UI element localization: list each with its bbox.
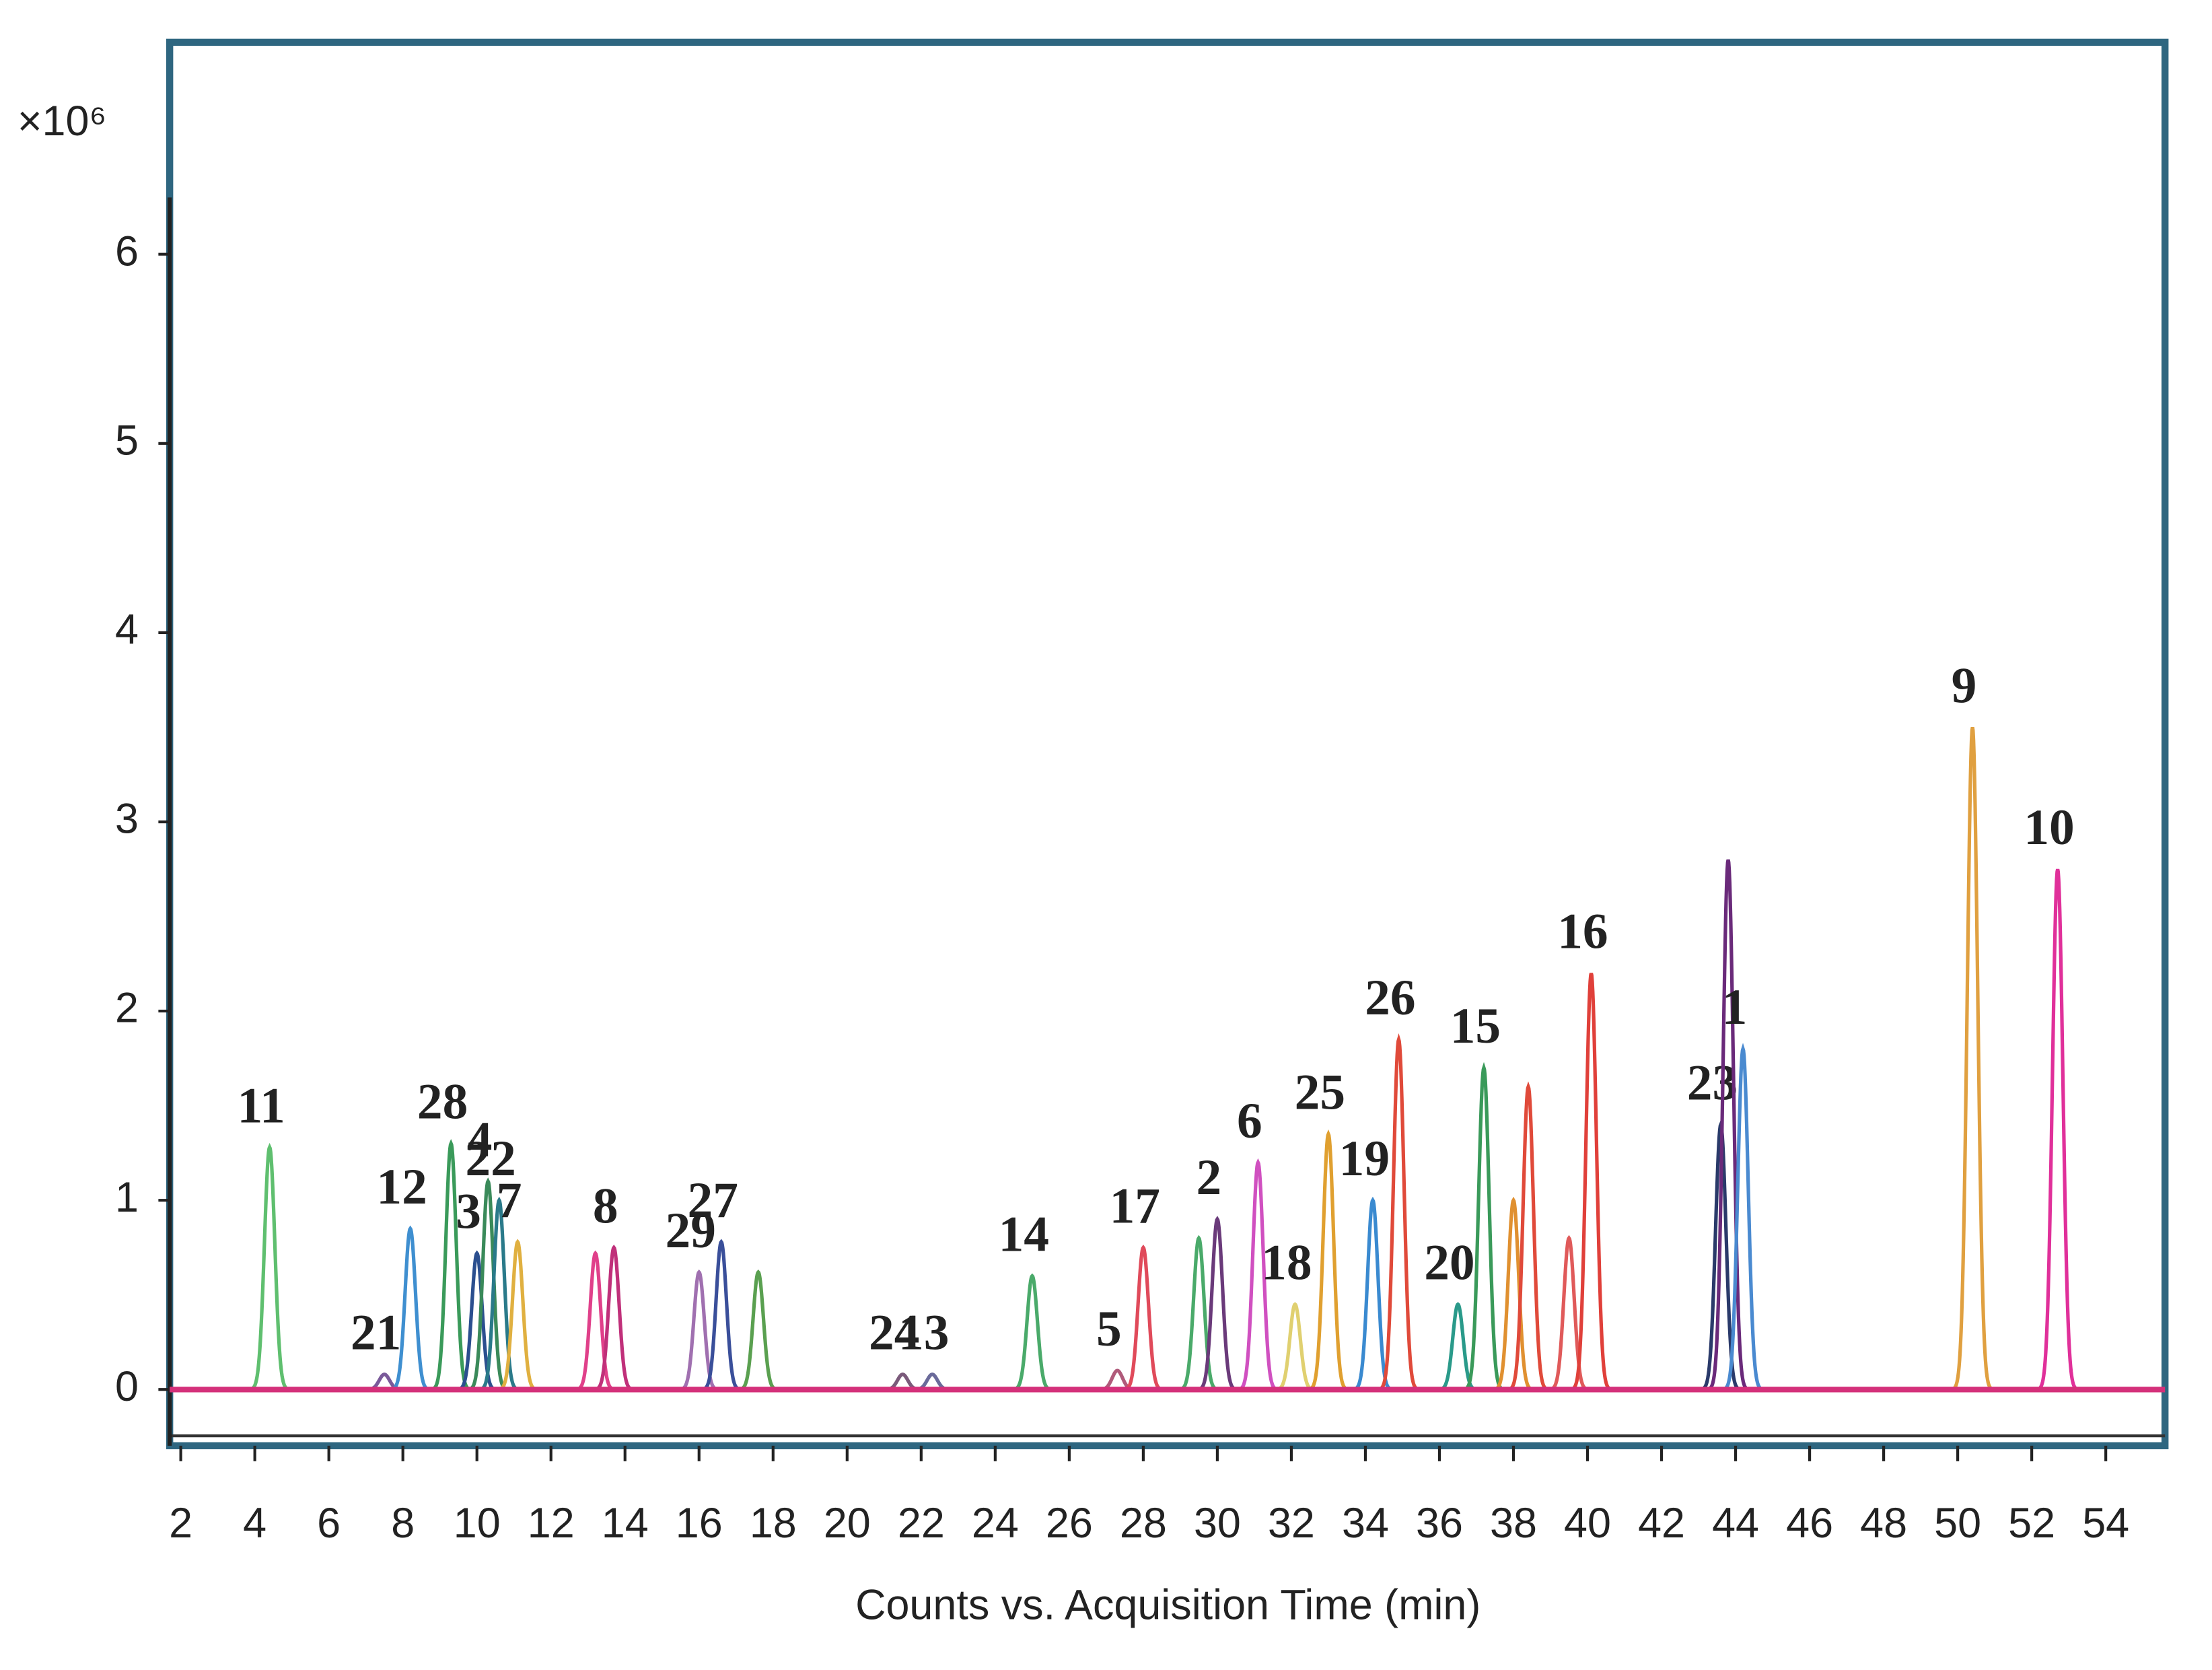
x-tick-label: 4 bbox=[243, 1500, 266, 1547]
y-tick-label: 2 bbox=[115, 985, 139, 1032]
x-tick-label: 44 bbox=[1712, 1500, 1759, 1547]
peak-label: 28 bbox=[417, 1074, 468, 1130]
x-axis-label: Counts vs. Acquisition Time (min) bbox=[855, 1581, 1480, 1628]
y-tick-label: 6 bbox=[115, 228, 139, 275]
peak bbox=[1951, 727, 1994, 1391]
x-tick-label: 50 bbox=[1934, 1500, 1981, 1547]
x-tick-label: 10 bbox=[454, 1500, 501, 1547]
x-tick-label: 34 bbox=[1342, 1500, 1389, 1547]
x-tick-label: 18 bbox=[750, 1500, 797, 1547]
x-tick-label: 16 bbox=[676, 1500, 723, 1547]
x-tick-label: 52 bbox=[2008, 1500, 2055, 1547]
peak bbox=[1570, 973, 1612, 1391]
x-tick-label: 20 bbox=[824, 1500, 871, 1547]
peak-label: 9 bbox=[1952, 658, 1977, 714]
peak-label: 12 bbox=[376, 1159, 427, 1215]
peak bbox=[467, 1177, 509, 1391]
peak-label: 19 bbox=[1339, 1131, 1390, 1187]
peak-label: 11 bbox=[237, 1078, 285, 1134]
peak bbox=[1274, 1302, 1316, 1391]
x-tick-label: 38 bbox=[1490, 1500, 1537, 1547]
y-tick-label: 3 bbox=[115, 796, 139, 843]
x-tick-label: 36 bbox=[1416, 1500, 1463, 1547]
peak-label: 29 bbox=[665, 1203, 715, 1259]
x-tick-label: 14 bbox=[602, 1500, 649, 1547]
peak-label: 22 bbox=[465, 1131, 515, 1187]
y-tick-label: 4 bbox=[115, 606, 139, 653]
peak bbox=[1378, 1033, 1420, 1391]
x-tick-label: 26 bbox=[1046, 1500, 1093, 1547]
peak bbox=[574, 1250, 616, 1391]
peak bbox=[593, 1245, 635, 1391]
peak-label: 25 bbox=[1295, 1065, 1345, 1121]
peak bbox=[1352, 1196, 1394, 1391]
peak bbox=[478, 1196, 520, 1391]
x-tick-label: 6 bbox=[317, 1500, 341, 1547]
y-tick-label: 5 bbox=[115, 417, 139, 464]
peak bbox=[1178, 1234, 1220, 1391]
peak bbox=[1196, 1216, 1238, 1391]
peak-label: 7 bbox=[497, 1173, 522, 1228]
peak bbox=[1507, 1081, 1550, 1391]
peak-label: 26 bbox=[1365, 970, 1415, 1026]
peak bbox=[1011, 1273, 1053, 1391]
peak-label: 10 bbox=[2024, 800, 2074, 856]
peak bbox=[1707, 859, 1750, 1391]
x-tick-label: 42 bbox=[1638, 1500, 1685, 1547]
peak bbox=[678, 1269, 720, 1391]
peak-label: 3 bbox=[456, 1184, 481, 1240]
peak bbox=[1462, 1062, 1505, 1391]
peak-label: 6 bbox=[1237, 1093, 1262, 1149]
peak bbox=[1122, 1244, 1164, 1391]
x-tick-label: 22 bbox=[898, 1500, 945, 1547]
peak bbox=[1237, 1158, 1279, 1391]
y-tick-label: 0 bbox=[115, 1363, 139, 1410]
peak-label: 15 bbox=[1450, 998, 1501, 1054]
x-tick-label: 48 bbox=[1860, 1500, 1907, 1547]
x-tick-label: 46 bbox=[1786, 1500, 1833, 1547]
x-tick-label: 8 bbox=[391, 1500, 415, 1547]
peak bbox=[1493, 1196, 1534, 1391]
y-multiplier: ×10⁶ bbox=[17, 98, 107, 145]
x-tick-label: 30 bbox=[1194, 1500, 1241, 1547]
peak-label: 21 bbox=[351, 1305, 401, 1361]
peak-label: 16 bbox=[1557, 904, 1608, 960]
peak bbox=[456, 1250, 498, 1391]
peak bbox=[1307, 1129, 1349, 1391]
peak bbox=[737, 1269, 779, 1391]
peak-label: 23 bbox=[1687, 1055, 1738, 1111]
x-tick-label: 54 bbox=[2082, 1500, 2129, 1547]
peak-label: 17 bbox=[1110, 1178, 1160, 1234]
x-tick-label: 12 bbox=[528, 1500, 575, 1547]
peak bbox=[497, 1239, 539, 1391]
peak-label: 14 bbox=[999, 1206, 1049, 1262]
peak-label: 1 bbox=[1722, 979, 1748, 1035]
peak-label: 24 bbox=[869, 1305, 919, 1361]
x-tick-label: 40 bbox=[1564, 1500, 1611, 1547]
peak-label: 2 bbox=[1196, 1150, 1221, 1206]
x-tick-label: 32 bbox=[1268, 1500, 1315, 1547]
peak-label: 8 bbox=[593, 1178, 618, 1234]
peak-label: 5 bbox=[1096, 1301, 1122, 1357]
y-tick-label: 1 bbox=[115, 1174, 139, 1221]
peak bbox=[700, 1239, 742, 1391]
peak-label: 4 bbox=[467, 1112, 493, 1168]
peak-label: 18 bbox=[1261, 1235, 1312, 1291]
peak-label: 13 bbox=[898, 1305, 949, 1361]
peak-label: 20 bbox=[1424, 1235, 1474, 1291]
peak-label: 27 bbox=[687, 1173, 738, 1228]
peak bbox=[2036, 868, 2079, 1391]
x-tick-label: 28 bbox=[1120, 1500, 1167, 1547]
x-tick-label: 24 bbox=[972, 1500, 1019, 1547]
peak bbox=[1548, 1234, 1590, 1391]
peak bbox=[248, 1142, 291, 1391]
x-tick-label: 2 bbox=[169, 1500, 192, 1547]
peak bbox=[389, 1225, 431, 1391]
peak bbox=[1721, 1043, 1764, 1391]
